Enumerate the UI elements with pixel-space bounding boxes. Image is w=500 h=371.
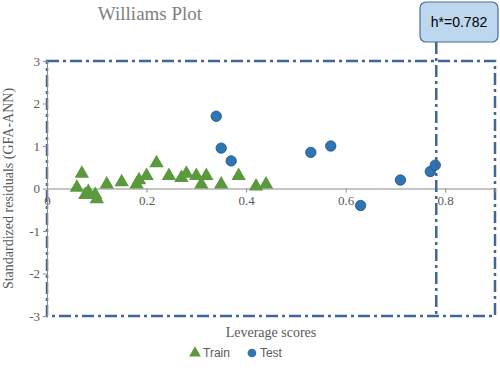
point — [139, 167, 153, 179]
y-tick: -2 — [29, 266, 47, 281]
point — [231, 167, 245, 179]
y-tick-mark — [43, 231, 47, 232]
x-tick-label: 0.4 — [238, 193, 255, 208]
legend-marker — [248, 349, 257, 358]
y-tick-mark — [43, 104, 47, 105]
legend-label: Test — [260, 346, 283, 360]
point — [259, 176, 273, 188]
legend-marker — [189, 346, 201, 356]
y-tick-mark — [43, 189, 47, 190]
series — [70, 155, 274, 204]
y-tick-label: -1 — [29, 224, 40, 239]
x-tick: 0.6 — [338, 189, 355, 208]
point — [249, 178, 263, 190]
y-tick: 1 — [34, 139, 48, 154]
point — [216, 143, 226, 153]
point — [211, 111, 221, 121]
point — [306, 147, 316, 157]
plot-frame — [47, 61, 495, 316]
x-tick-label: 0.2 — [139, 193, 155, 208]
x-tick-label: 0.8 — [438, 193, 454, 208]
y-tick-label: 1 — [34, 139, 41, 154]
point — [355, 200, 365, 210]
annotation-label: h*=0.782 — [431, 14, 488, 30]
point — [395, 175, 405, 185]
series — [211, 111, 440, 211]
point — [100, 176, 114, 188]
y-tick-label: 2 — [34, 96, 41, 111]
y-axis: -3 -2 -1 0 1 2 3 — [29, 54, 47, 324]
y-tick-label: -2 — [29, 266, 40, 281]
y-tick-label: 0 — [34, 181, 41, 196]
y-tick: -1 — [29, 224, 47, 239]
point — [179, 165, 193, 177]
y-tick-mark — [43, 146, 47, 147]
point — [226, 156, 236, 166]
y-tick: 2 — [34, 96, 48, 111]
x-tick-label: 0.6 — [338, 193, 355, 208]
x-axis-title: Leverage scores — [226, 325, 317, 340]
y-tick-label: -3 — [29, 309, 40, 324]
point — [326, 141, 336, 151]
y-tick-mark — [43, 274, 47, 275]
point — [75, 165, 89, 177]
y-tick-mark — [43, 61, 47, 62]
x-axis-line — [48, 189, 496, 193]
annotation-box — [420, 2, 498, 42]
x-axis: 00.20.40.60.8 — [44, 189, 495, 208]
annotation-line — [435, 42, 438, 316]
x-tick: 0.4 — [238, 189, 255, 208]
title: Williams Plot — [98, 3, 203, 24]
y-tick-mark — [43, 316, 47, 317]
point — [149, 155, 163, 167]
point — [162, 167, 176, 179]
legend-label: Train — [203, 346, 230, 360]
point — [114, 174, 128, 186]
legend: Train Test — [189, 346, 282, 360]
point — [214, 176, 228, 188]
x-tick: 0.2 — [139, 189, 155, 208]
y-axis-line — [43, 62, 48, 317]
x-tick: 0.8 — [438, 189, 454, 208]
chart: Williams Plot 0 0.2 0.4 0.6 0.8 -3 -2 -1 0 1 2 3 Leve… — [0, 0, 500, 371]
point — [70, 179, 84, 191]
point — [90, 191, 104, 203]
y-tick: -3 — [29, 309, 47, 324]
y-tick: 3 — [34, 54, 48, 69]
y-tick-label: 3 — [34, 54, 41, 69]
point — [199, 167, 213, 179]
plot-area — [70, 111, 441, 211]
y-axis-title: Standardized residuals (GFA-ANN) — [1, 88, 17, 289]
y-tick: 0 — [34, 181, 48, 196]
